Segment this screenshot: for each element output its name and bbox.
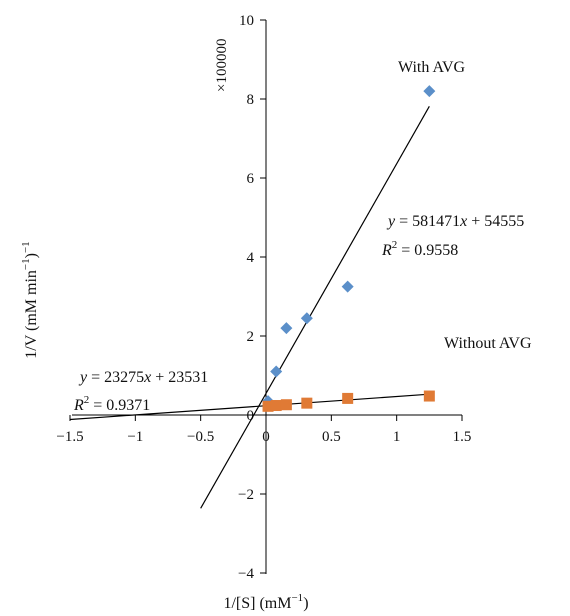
x-tick-label: −1.5 [56,429,83,445]
r2-with-avg: R2 = 0.9558 [381,239,458,259]
y-axis-title: 1/V (mM min−1)−1 [20,241,40,358]
data-point-without-avg [342,392,354,404]
y-tick-label: 2 [247,329,255,345]
x-axis-title: 1/[S] (mM−1) [223,592,308,612]
y-tick-label: −2 [238,487,254,503]
x-tick-label: −0.5 [187,429,214,445]
axes [72,20,462,574]
data-point-with-avg [423,85,436,98]
legend-with-avg: With AVG [398,59,466,76]
data-point-without-avg [301,397,313,409]
x-tick-label: 0 [262,429,270,445]
x-ticks: −1.5 −1 −0.5 0 0.5 1 1.5 [56,415,471,445]
y-tick-label: 6 [247,171,255,187]
data-point-without-avg [280,399,292,411]
y-tick-label: 4 [247,250,255,266]
data-point-with-avg [341,280,354,293]
equation-with-avg: y = 581471x + 54555 [386,213,524,230]
data-point-with-avg [280,322,293,335]
x-tick-label: 0.5 [322,429,341,445]
r2-without-avg: R2 = 0.9371 [73,394,150,414]
equation-without-avg: y = 23275x + 23531 [78,369,208,386]
data-point-with-avg [270,365,283,378]
x-tick-label: 1 [393,429,401,445]
x-tick-label: −1 [127,429,143,445]
y-tick-label: 8 [247,92,255,108]
y-multiplier-label: ×100000 [214,39,230,92]
trendlines [69,106,430,509]
y-tick-label: 10 [239,13,254,29]
data-point-without-avg [270,400,282,412]
legend-without-avg: Without AVG [444,335,532,352]
y-tick-label: 0 [247,408,255,424]
x-tick-label: 1.5 [453,429,472,445]
trendline [200,106,430,509]
data-points [262,85,436,412]
data-point-with-avg [300,312,313,325]
y-tick-label: −4 [238,566,254,582]
y-ticks: −4 −2 0 2 4 6 8 10 [238,13,266,582]
trendline [69,393,430,421]
data-point-without-avg [423,390,435,402]
data-point-without-avg [262,400,274,412]
